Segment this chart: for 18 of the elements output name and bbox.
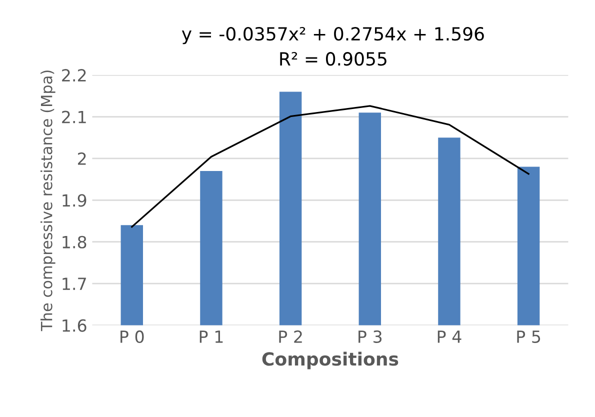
x-tick-label: P 5 [517, 330, 540, 344]
x-tick-label: P 1 [200, 330, 223, 343]
y-tick-label: 2.1 [62, 110, 86, 124]
line-series [131, 105, 530, 228]
x-tick-label: P 2 [279, 330, 302, 343]
y-tick-label: 1.7 [62, 278, 86, 290]
y-tick-label: 2 [78, 152, 86, 165]
x-tick-label: P 0 [120, 330, 144, 344]
x-axis-title: Compositions [262, 352, 398, 370]
y-axis-title: The compressive resistance (Mpa) [40, 70, 56, 332]
y-tick-label: 1.6 [62, 319, 86, 332]
text: R² = 0.9055 [280, 52, 386, 66]
x-tick-label: P 4 [438, 330, 462, 343]
y-tick-label: 2.2 [62, 69, 86, 82]
text: y = -0.0357x² + 0.2754x + 1.596 [182, 27, 484, 44]
y-tick-label: 1.9 [62, 194, 86, 207]
x-tick-label: P 3 [358, 330, 382, 344]
y-tick-label: 1.8 [62, 236, 86, 248]
